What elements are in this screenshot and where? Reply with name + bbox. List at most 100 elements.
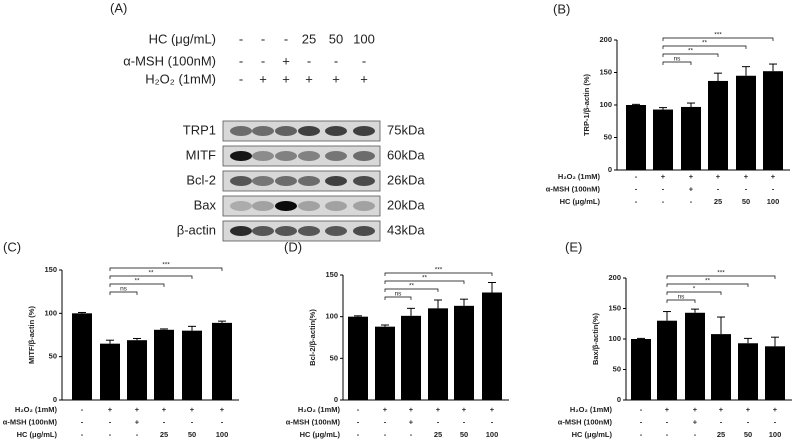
significance-bracket [666,299,696,303]
condition-value: - [666,430,669,439]
condition-value: - [720,417,723,426]
condition-value: 50 [329,31,343,46]
condition-value: + [409,405,414,414]
panel-label: (D) [284,239,302,254]
panel-label: (B) [553,1,570,16]
condition-label: H₂O₂ (1mM) [145,71,216,86]
condition-value: + [259,71,267,86]
panel-label: (A) [110,0,127,15]
bar [711,334,731,400]
condition-value: 100 [486,430,499,439]
bar [763,71,783,170]
condition-value: - [635,184,638,193]
condition-value: - [437,417,440,426]
significance-label: *** [717,270,725,277]
condition-value: - [635,197,638,206]
y-tick-label: 50 [330,353,338,362]
significance-bracket [662,37,774,41]
condition-value: - [362,53,366,68]
condition-value: 100 [769,430,782,439]
bar [657,320,677,400]
blot-band [252,176,274,186]
condition-label: H₂O₂ (1mM) [298,405,341,414]
significance-bracket [384,280,465,284]
condition-value: + [665,405,670,414]
condition-value: - [261,53,265,68]
blot-band [275,226,297,236]
blot-band [298,151,320,161]
blot-band [230,176,252,186]
blot-band [275,176,297,186]
y-tick-label: 200 [599,35,612,44]
significance-label: ** [422,275,428,282]
condition-value: + [305,71,313,86]
bar [631,339,651,400]
y-axis-label: TRP-1/β-actin (%) [582,73,591,136]
condition-value: + [190,405,195,414]
condition-value: - [774,417,777,426]
condition-value: + [746,405,751,414]
y-tick-label: 50 [613,364,621,373]
condition-value: + [135,405,140,414]
condition-value: 50 [188,430,196,439]
bar [127,340,147,400]
condition-value: 25 [714,197,722,206]
blot-band [298,226,320,236]
condition-value: - [221,417,224,426]
condition-value: - [261,31,265,46]
condition-value: + [689,184,694,193]
y-tick-label: 200 [608,273,621,282]
y-tick-label: 0 [334,395,338,404]
significance-bracket [662,61,692,65]
bar [100,343,120,400]
condition-value: - [491,417,494,426]
blot-band [353,126,375,136]
condition-value: 100 [216,430,229,439]
condition-label: α-MSH (100nM) [546,184,601,193]
condition-value: - [640,417,643,426]
significance-bracket [109,267,223,271]
y-tick-label: 0 [53,395,57,404]
condition-value: - [307,53,311,68]
condition-value: - [357,430,360,439]
blot-strip [222,145,381,167]
condition-value: - [694,430,697,439]
blot-band [325,226,347,236]
condition-value: - [640,430,643,439]
condition-value: + [162,405,167,414]
condition-label: α-MSH (100nM) [123,53,216,68]
bar [454,305,474,400]
bar [681,106,701,170]
y-tick-label: 150 [325,270,338,279]
protein-label: Bax [194,197,217,212]
condition-label: HC (μg/mL) [17,430,58,439]
blot-band [230,226,252,236]
condition-label: HC (μg/mL) [149,31,216,46]
condition-value: - [334,53,338,68]
blot-band [252,201,274,211]
condition-value: - [690,197,693,206]
bar [72,313,92,400]
condition-value: + [771,172,776,181]
y-tick-label: 100 [325,312,338,321]
condition-label: H₂O₂ (1mM) [570,405,613,414]
condition-value: + [383,405,388,414]
condition-value: + [773,405,778,414]
condition-value: 25 [302,31,316,46]
condition-value: - [662,197,665,206]
significance-label: *** [435,267,443,274]
condition-value: + [436,405,441,414]
condition-value: 25 [160,430,168,439]
blot-band [230,126,252,136]
condition-value: - [81,417,84,426]
bar [212,322,232,400]
y-tick-label: 0 [617,395,621,404]
condition-value: - [640,405,643,414]
bar [401,315,421,400]
condition-value: - [81,430,84,439]
condition-value: - [239,31,243,46]
y-tick-label: 50 [49,352,57,361]
protein-label: MITF [186,147,216,162]
condition-value: + [689,172,694,181]
